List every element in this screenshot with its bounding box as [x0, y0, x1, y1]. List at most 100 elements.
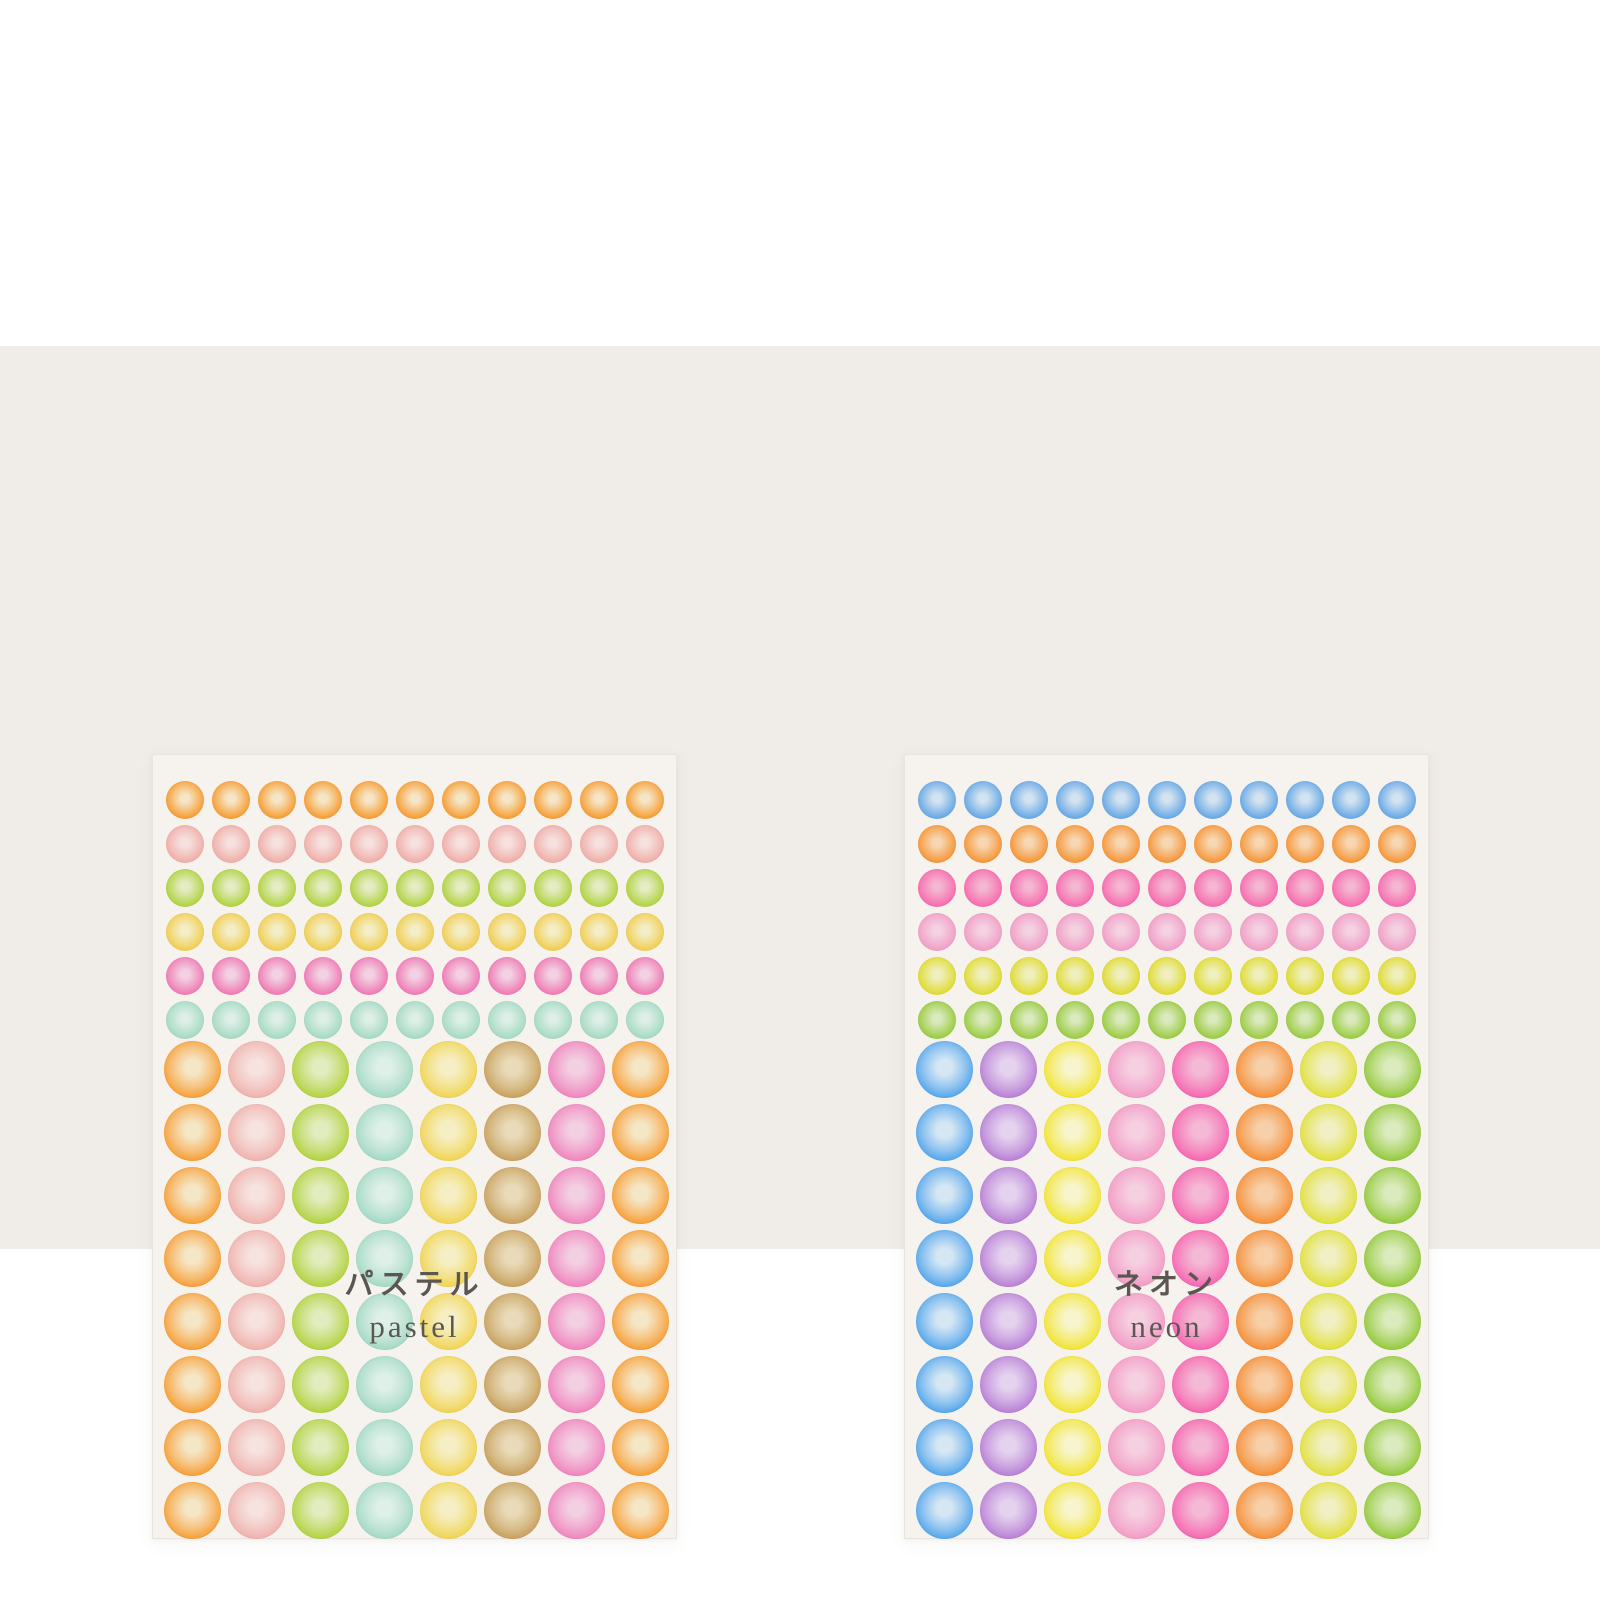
neon-small-dot-neon-yellow — [1286, 957, 1324, 995]
neon-small-dot-light-pink — [1378, 913, 1416, 951]
neon-small-dot-neon-yellow — [964, 957, 1002, 995]
pastel-small-dot-bright-pink — [258, 957, 296, 995]
neon-large-dot-green — [1364, 1419, 1421, 1476]
pastel-small-dot-salmon-pink — [396, 825, 434, 863]
neon-large-dot-green — [1364, 1230, 1421, 1287]
pastel-large-dot-yellow-green — [292, 1419, 349, 1476]
pastel-small-dot-yellow-green — [304, 869, 342, 907]
pastel-large-dot-tan — [484, 1293, 541, 1350]
neon-large-dot-light-pink — [1108, 1419, 1165, 1476]
neon-large-dot-orange — [1236, 1104, 1293, 1161]
neon-large-dot-blue — [916, 1482, 973, 1539]
pastel-small-dot-mint — [396, 1001, 434, 1039]
pastel-small-dot-pale-yellow — [534, 913, 572, 951]
neon-small-dot-hot-pink — [1286, 869, 1324, 907]
pastel-large-dot-yellow-green — [292, 1167, 349, 1224]
pastel-large-dot-yellow — [420, 1230, 477, 1287]
pastel-small-dot-bright-pink — [350, 957, 388, 995]
pastel-small-dot-yellow-green — [166, 869, 204, 907]
pastel-large-dot-yellow — [420, 1356, 477, 1413]
neon-large-dot-purple — [980, 1167, 1037, 1224]
neon-small-dot-neon-green — [1148, 1001, 1186, 1039]
neon-large-dot-green — [1364, 1293, 1421, 1350]
pastel-large-dot-yellow — [420, 1041, 477, 1098]
pastel-small-dot-salmon-pink — [258, 825, 296, 863]
neon-small-dot-neon-yellow — [1240, 957, 1278, 995]
pastel-large-dot-yellow-green — [292, 1041, 349, 1098]
pastel-small-dot-salmon-pink — [166, 825, 204, 863]
neon-small-dot-light-pink — [1056, 913, 1094, 951]
pastel-large-dot-bright-pink — [548, 1482, 605, 1539]
neon-small-dot-light-pink — [1148, 913, 1186, 951]
pastel-large-dot-salmon-pink — [228, 1041, 285, 1098]
pastel-large-dot-yellow — [420, 1167, 477, 1224]
neon-large-dot-neon-yellow — [1300, 1041, 1357, 1098]
neon-large-dot-light-pink — [1108, 1230, 1165, 1287]
pastel-small-dot-salmon-pink — [626, 825, 664, 863]
pastel-small-dot-orange — [166, 781, 204, 819]
neon-small-dot-hot-pink — [1148, 869, 1186, 907]
pastel-large-dot-mint — [356, 1167, 413, 1224]
caption-neon: ネオン neon — [904, 1266, 1429, 1346]
neon-small-dot-light-pink — [1102, 913, 1140, 951]
pastel-small-dot-pale-yellow — [580, 913, 618, 951]
pastel-small-dot-orange — [534, 781, 572, 819]
neon-small-dot-hot-pink — [1240, 869, 1278, 907]
pastel-large-dot-yellow — [420, 1482, 477, 1539]
neon-large-dot-orange — [1236, 1167, 1293, 1224]
pastel-small-dot-pale-yellow — [396, 913, 434, 951]
pastel-large-dot-mint — [356, 1104, 413, 1161]
pastel-small-dot-mint — [626, 1001, 664, 1039]
neon-small-dot-orange — [1010, 825, 1048, 863]
neon-small-dot-hot-pink — [1102, 869, 1140, 907]
neon-small-dot-orange — [1194, 825, 1232, 863]
neon-small-dot-neon-green — [1010, 1001, 1048, 1039]
neon-large-dot-green — [1364, 1104, 1421, 1161]
neon-small-dot-neon-green — [1194, 1001, 1232, 1039]
neon-large-dot-neon-yellow — [1300, 1230, 1357, 1287]
neon-large-dot-hot-pink — [1172, 1041, 1229, 1098]
neon-small-dot-blue — [1056, 781, 1094, 819]
neon-small-dot-blue — [1332, 781, 1370, 819]
pastel-small-dot-salmon-pink — [212, 825, 250, 863]
pastel-small-dot-pale-yellow — [258, 913, 296, 951]
pastel-large-dot-mint — [356, 1482, 413, 1539]
pastel-small-dot-pale-yellow — [304, 913, 342, 951]
caption-pastel: パステル pastel — [152, 1266, 677, 1346]
pastel-small-dot-bright-pink — [626, 957, 664, 995]
pastel-small-dot-bright-pink — [212, 957, 250, 995]
neon-small-dot-neon-yellow — [1148, 957, 1186, 995]
pastel-large-dot-bright-pink — [548, 1230, 605, 1287]
pastel-large-dot-salmon-pink — [228, 1230, 285, 1287]
pastel-small-dot-mint — [534, 1001, 572, 1039]
neon-large-dot-yellow — [1044, 1482, 1101, 1539]
neon-small-dot-blue — [1378, 781, 1416, 819]
neon-large-dot-blue — [916, 1104, 973, 1161]
neon-small-dot-light-pink — [1010, 913, 1048, 951]
pastel-small-dot-orange — [626, 781, 664, 819]
neon-large-dot-orange — [1236, 1419, 1293, 1476]
pastel-large-dot-mint — [356, 1041, 413, 1098]
pastel-large-dot-yellow-green — [292, 1104, 349, 1161]
caption-neon-english: neon — [1130, 1309, 1203, 1344]
pastel-large-dot-yellow-green — [292, 1293, 349, 1350]
neon-large-dot-yellow — [1044, 1104, 1101, 1161]
caption-neon-japanese: ネオン — [1113, 1267, 1219, 1301]
neon-small-dot-light-pink — [964, 913, 1002, 951]
neon-large-dot-purple — [980, 1356, 1037, 1413]
neon-small-dot-hot-pink — [918, 869, 956, 907]
pastel-large-dot-yellow-green — [292, 1356, 349, 1413]
neon-large-dot-green — [1364, 1356, 1421, 1413]
neon-large-dot-neon-yellow — [1300, 1356, 1357, 1413]
neon-large-dot-yellow — [1044, 1356, 1101, 1413]
photo-background-band — [0, 346, 1600, 1539]
neon-large-dot-green — [1364, 1167, 1421, 1224]
neon-large-dot-neon-yellow — [1300, 1293, 1357, 1350]
pastel-large-dot-bright-pink — [548, 1104, 605, 1161]
pastel-small-dot-salmon-pink — [488, 825, 526, 863]
pastel-small-dot-yellow-green — [350, 869, 388, 907]
neon-small-dots-grid — [918, 781, 1416, 1039]
neon-small-dot-blue — [964, 781, 1002, 819]
neon-small-dot-neon-green — [918, 1001, 956, 1039]
pastel-small-dot-bright-pink — [580, 957, 618, 995]
